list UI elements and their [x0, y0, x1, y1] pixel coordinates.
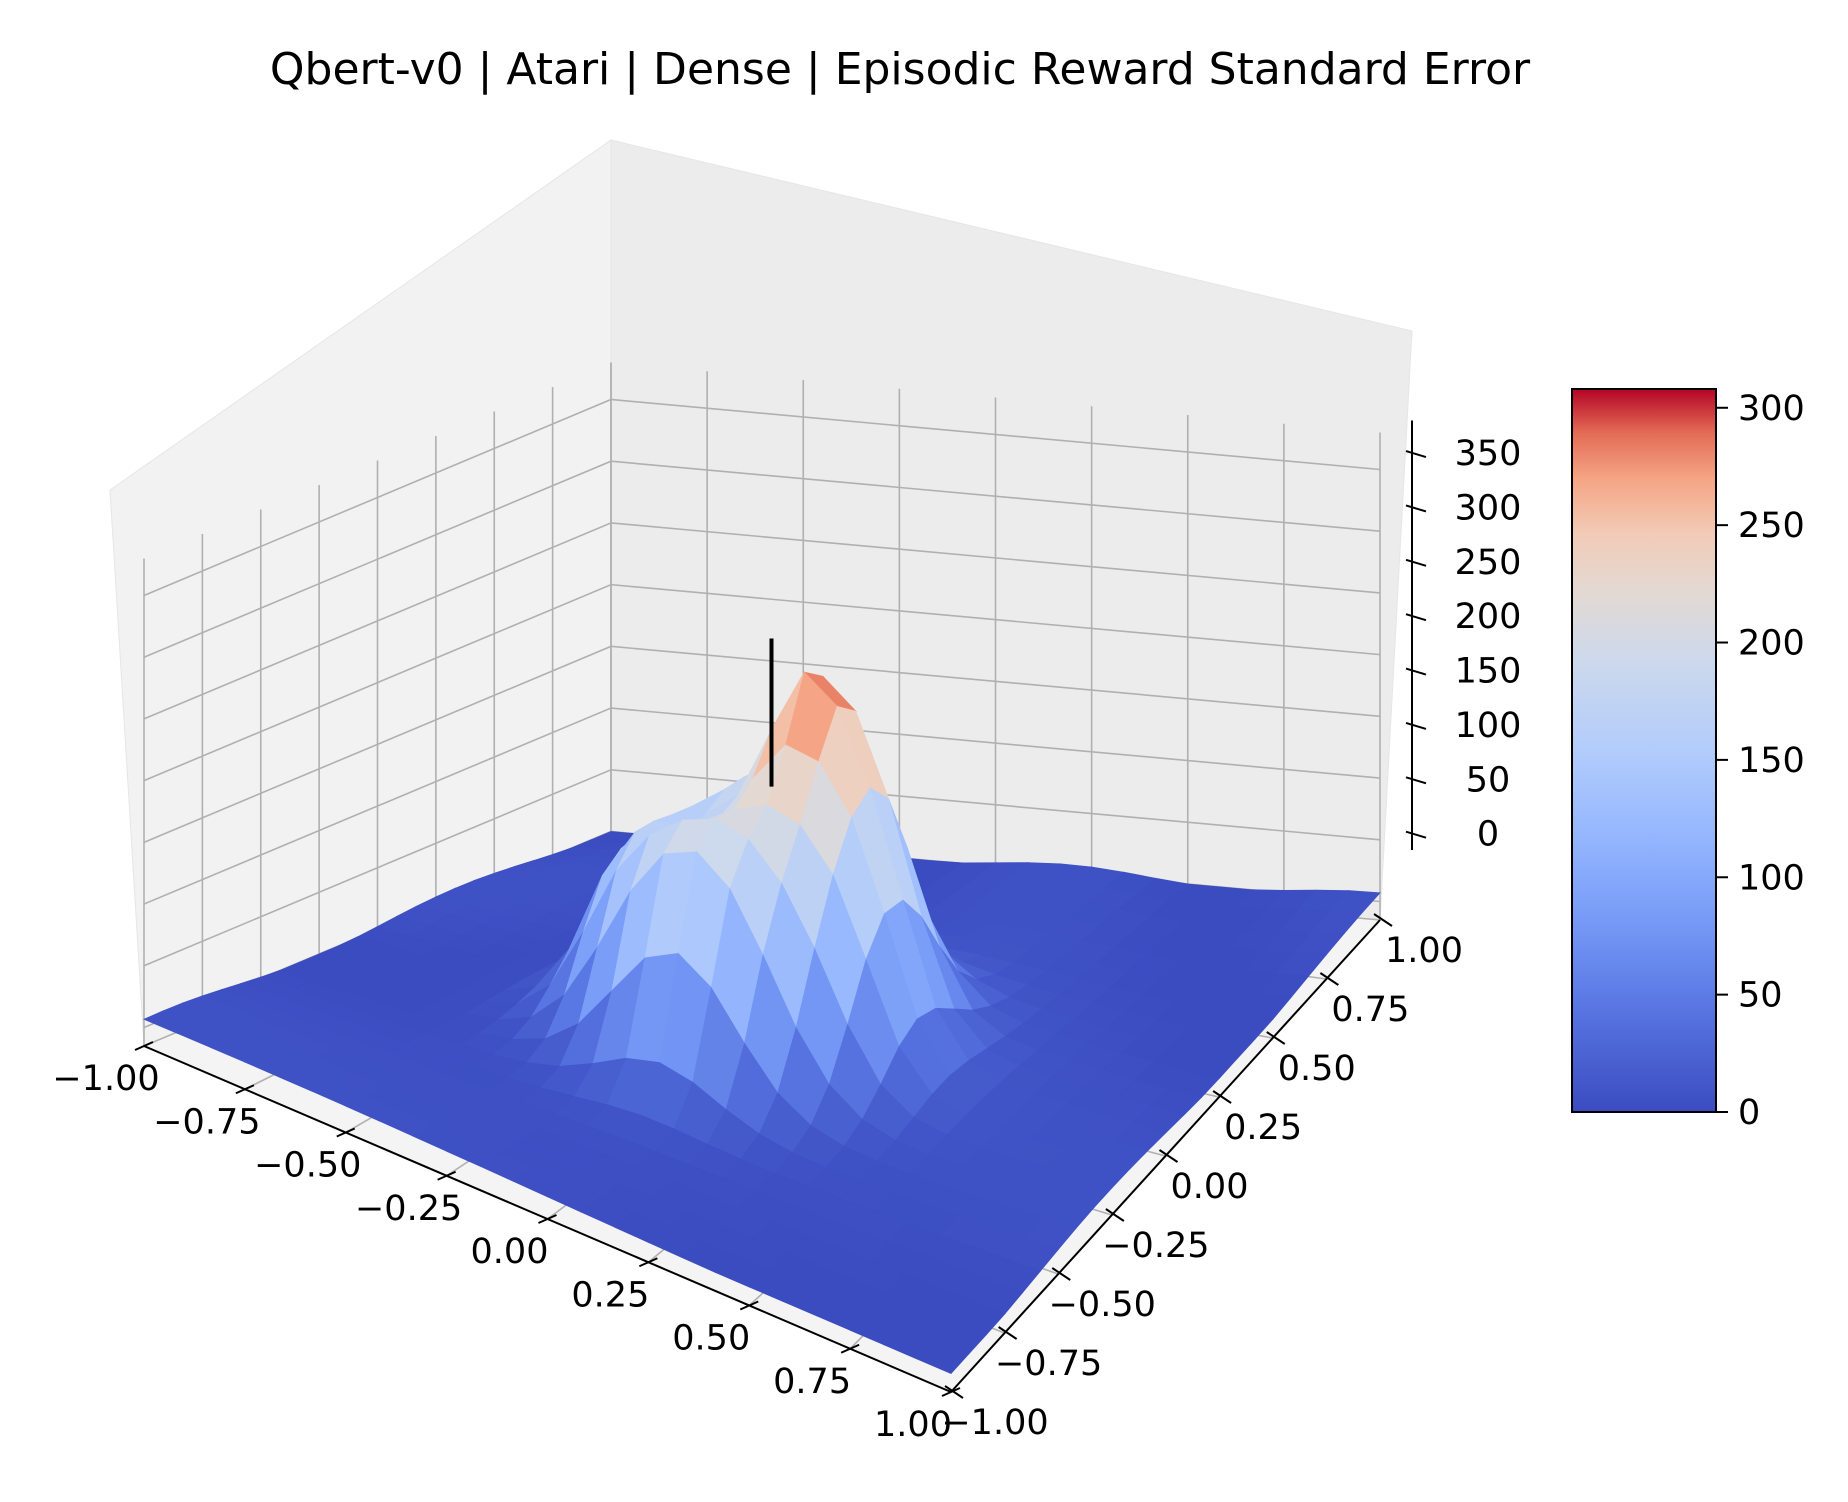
- z-tick-mark: [1405, 558, 1427, 567]
- x-tick-label: 0.75: [773, 1362, 851, 1402]
- y-tick-label: 0.75: [1331, 990, 1409, 1030]
- x-tick-mark: [134, 1041, 154, 1051]
- z-tick-mark: [1405, 776, 1427, 785]
- x-tick-label: −0.25: [355, 1189, 462, 1229]
- x-tick-label: 0.50: [672, 1319, 750, 1359]
- z-tick-mark: [1405, 613, 1427, 622]
- z-tick-mark: [1405, 721, 1427, 730]
- gridline: [143, 645, 1381, 844]
- z-tick-mark: [1405, 504, 1427, 513]
- y-tick-mark: [1105, 1208, 1125, 1222]
- surface-plot: [142, 671, 1381, 1374]
- z-tick-label: 0: [1477, 815, 1499, 855]
- y-tick-label: 0.25: [1224, 1108, 1302, 1148]
- x-tick-label: 0.00: [471, 1232, 549, 1272]
- y-tick-mark: [944, 1385, 964, 1399]
- z-tick-label: 150: [1455, 652, 1522, 692]
- y-tick-mark: [1373, 913, 1393, 927]
- axis-ticks: −1.00−1.00−0.75−0.75−0.50−0.50−0.25−0.25…: [52, 434, 1521, 1445]
- z-tick-label: 50: [1466, 760, 1511, 800]
- colorbar-tick-label: 250: [1738, 506, 1805, 546]
- y-tick-label: 0.00: [1171, 1167, 1249, 1207]
- y-tick-mark: [1319, 972, 1339, 986]
- y-tick-label: −0.25: [1102, 1226, 1209, 1266]
- colorbar-tick-label: 300: [1738, 389, 1805, 429]
- y-tick-mark: [1266, 1031, 1286, 1045]
- z-tick-label: 100: [1455, 706, 1522, 746]
- z-tick-mark: [1405, 667, 1427, 676]
- y-tick-mark: [1212, 1090, 1232, 1104]
- chart-title: Qbert-v0 | Atari | Dense | Episodic Rewa…: [270, 44, 1531, 95]
- y-tick-mark: [998, 1326, 1018, 1340]
- y-tick-label: 1.00: [1385, 931, 1463, 971]
- y-tick-label: −0.50: [1049, 1285, 1156, 1325]
- z-tick-label: 250: [1455, 543, 1522, 583]
- z-tick-label: 200: [1455, 597, 1522, 637]
- x-tick-label: −1.00: [52, 1059, 159, 1099]
- colorbar-tick-label: 50: [1738, 976, 1783, 1016]
- y-tick-label: 0.50: [1278, 1049, 1356, 1089]
- colorbar-tick-label: 100: [1738, 858, 1805, 898]
- gridline: [143, 707, 1381, 905]
- gridline: [143, 398, 1381, 597]
- z-tick-label: 300: [1455, 488, 1522, 528]
- x-tick-mark: [437, 1170, 457, 1181]
- z-tick-mark: [1405, 450, 1427, 459]
- colorbar-gradient: [1571, 388, 1717, 1113]
- x-tick-mark: [638, 1257, 658, 1268]
- x-tick-label: 1.00: [874, 1405, 952, 1445]
- gridline: [143, 522, 1381, 720]
- colorbar-tick-label: 150: [1738, 741, 1805, 781]
- y-tick-mark: [1051, 1267, 1071, 1281]
- x-tick-mark: [235, 1084, 255, 1095]
- colorbar-tick-label: 0: [1738, 1093, 1760, 1133]
- y-tick-mark: [1158, 1149, 1179, 1163]
- z-tick-label: 350: [1455, 434, 1522, 474]
- z-tick-mark: [1405, 830, 1427, 839]
- gridline: [143, 460, 1381, 658]
- y-tick-label: −0.75: [995, 1344, 1102, 1384]
- gridline: [143, 583, 1381, 782]
- x-tick-mark: [840, 1343, 860, 1354]
- surface-patch: [916, 1339, 970, 1374]
- x-tick-mark: [336, 1127, 356, 1138]
- y-tick-label: −1.00: [941, 1403, 1048, 1443]
- x-tick-mark: [941, 1387, 961, 1397]
- colorbar-tick-label: 200: [1738, 624, 1805, 664]
- colorbar-ticks: 0 50 100 150 200 250 300: [1716, 389, 1805, 1133]
- x-tick-mark: [538, 1214, 557, 1224]
- gridline: [143, 768, 1381, 967]
- x-tick-label: −0.50: [254, 1146, 361, 1186]
- x-tick-mark: [739, 1300, 759, 1311]
- colorbar: 0 50 100 150 200 250 300: [1571, 388, 1805, 1133]
- y-axis-line: [950, 919, 1381, 1393]
- x-tick-label: −0.75: [153, 1102, 260, 1142]
- x-tick-label: 0.25: [571, 1275, 649, 1315]
